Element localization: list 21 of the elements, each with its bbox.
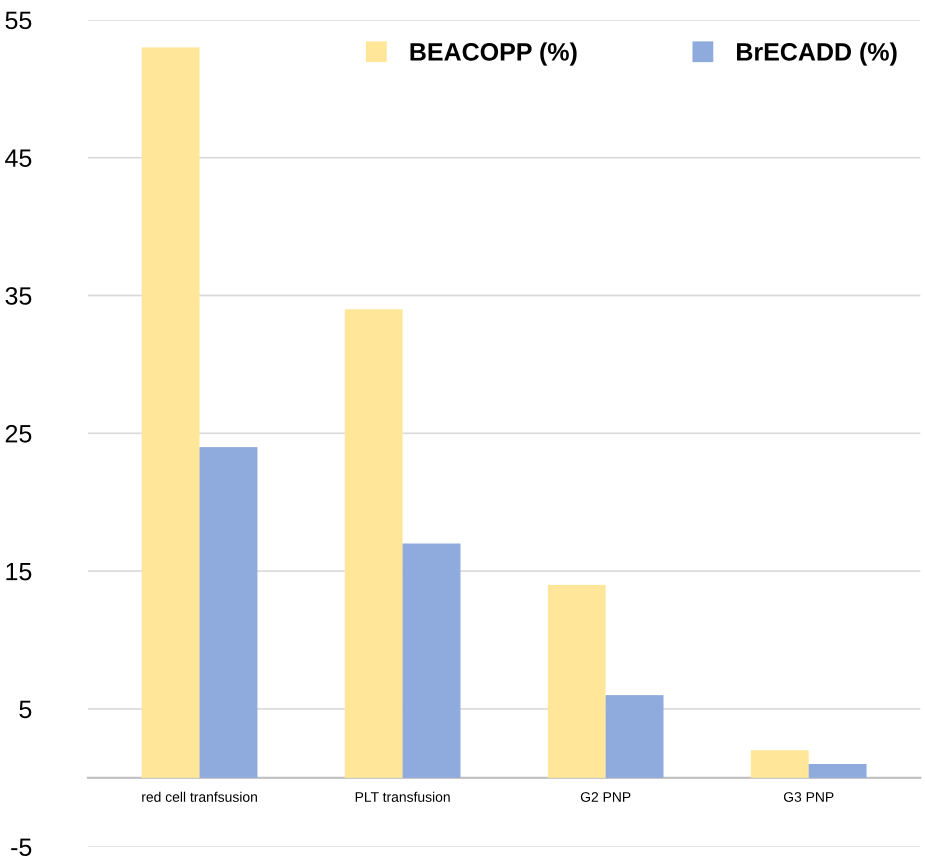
y-tick-label: 5 bbox=[19, 700, 32, 718]
bar bbox=[606, 695, 664, 778]
bar bbox=[548, 584, 606, 778]
x-tick-label: red cell tranfsusion bbox=[142, 792, 257, 802]
bar bbox=[750, 750, 809, 778]
x-tick-label: PLT transfusion bbox=[356, 792, 450, 802]
legend-label: BEACOPP (%) bbox=[410, 42, 577, 66]
legend-label: BrECADD (%) bbox=[737, 42, 897, 66]
y-tick-label: -5 bbox=[11, 838, 32, 856]
bar bbox=[402, 544, 460, 778]
y-tick-label: 15 bbox=[6, 562, 32, 580]
bar bbox=[344, 309, 403, 778]
y-tick-label: 45 bbox=[5, 150, 32, 167]
y-tick-label: 35 bbox=[5, 287, 32, 305]
bar bbox=[808, 764, 867, 778]
x-tick-label: G3 PNP bbox=[784, 792, 834, 802]
y-tick-label: 55 bbox=[6, 12, 32, 30]
bar bbox=[200, 447, 258, 778]
x-tick-label: G2 PNP bbox=[580, 792, 630, 802]
y-tick-label: 25 bbox=[6, 424, 32, 443]
bar bbox=[142, 47, 200, 778]
